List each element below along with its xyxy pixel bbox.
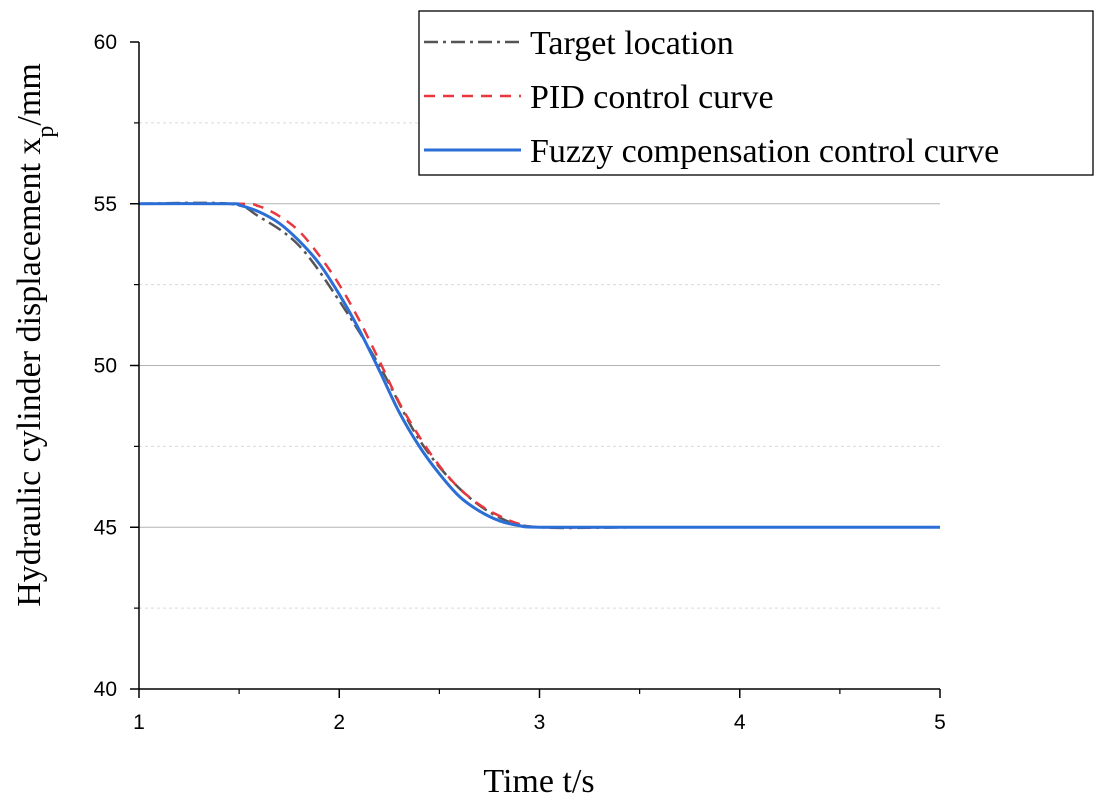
x-axis-title: Time t/s xyxy=(483,763,594,800)
y-tick-label: 40 xyxy=(94,678,117,701)
y-axis-title-unit: /mm xyxy=(11,63,48,125)
y-tick-label: 50 xyxy=(94,355,117,378)
plot-series xyxy=(138,201,940,530)
x-tick-label: 4 xyxy=(734,711,746,734)
axes xyxy=(130,41,941,698)
x-tick-label: 5 xyxy=(934,711,946,734)
x-tick-label: 1 xyxy=(133,711,145,734)
series-line-2 xyxy=(138,202,940,529)
x-tick-label: 3 xyxy=(534,711,546,734)
gridlines xyxy=(139,122,940,609)
y-axis-title: Hydraulic cylinder displacement xp/mm xyxy=(11,63,59,607)
legend-label-3: Fuzzy compensation control curve xyxy=(530,133,999,170)
legend-box xyxy=(418,10,1094,176)
y-axis-title-main: Hydraulic cylinder displacement x xyxy=(11,138,48,607)
y-tick-label: 45 xyxy=(94,516,117,539)
legend-label-2: PID control curve xyxy=(530,79,774,116)
x-tick-label: 2 xyxy=(333,711,345,734)
legend: Target location PID control curve Fuzzy co… xyxy=(418,10,1094,176)
series-line-3 xyxy=(138,202,940,529)
y-tick-label: 60 xyxy=(94,31,117,54)
y-tick-label: 55 xyxy=(94,193,117,216)
legend-label-1: Target location xyxy=(530,25,734,62)
y-axis-title-subscript: p xyxy=(33,126,59,138)
